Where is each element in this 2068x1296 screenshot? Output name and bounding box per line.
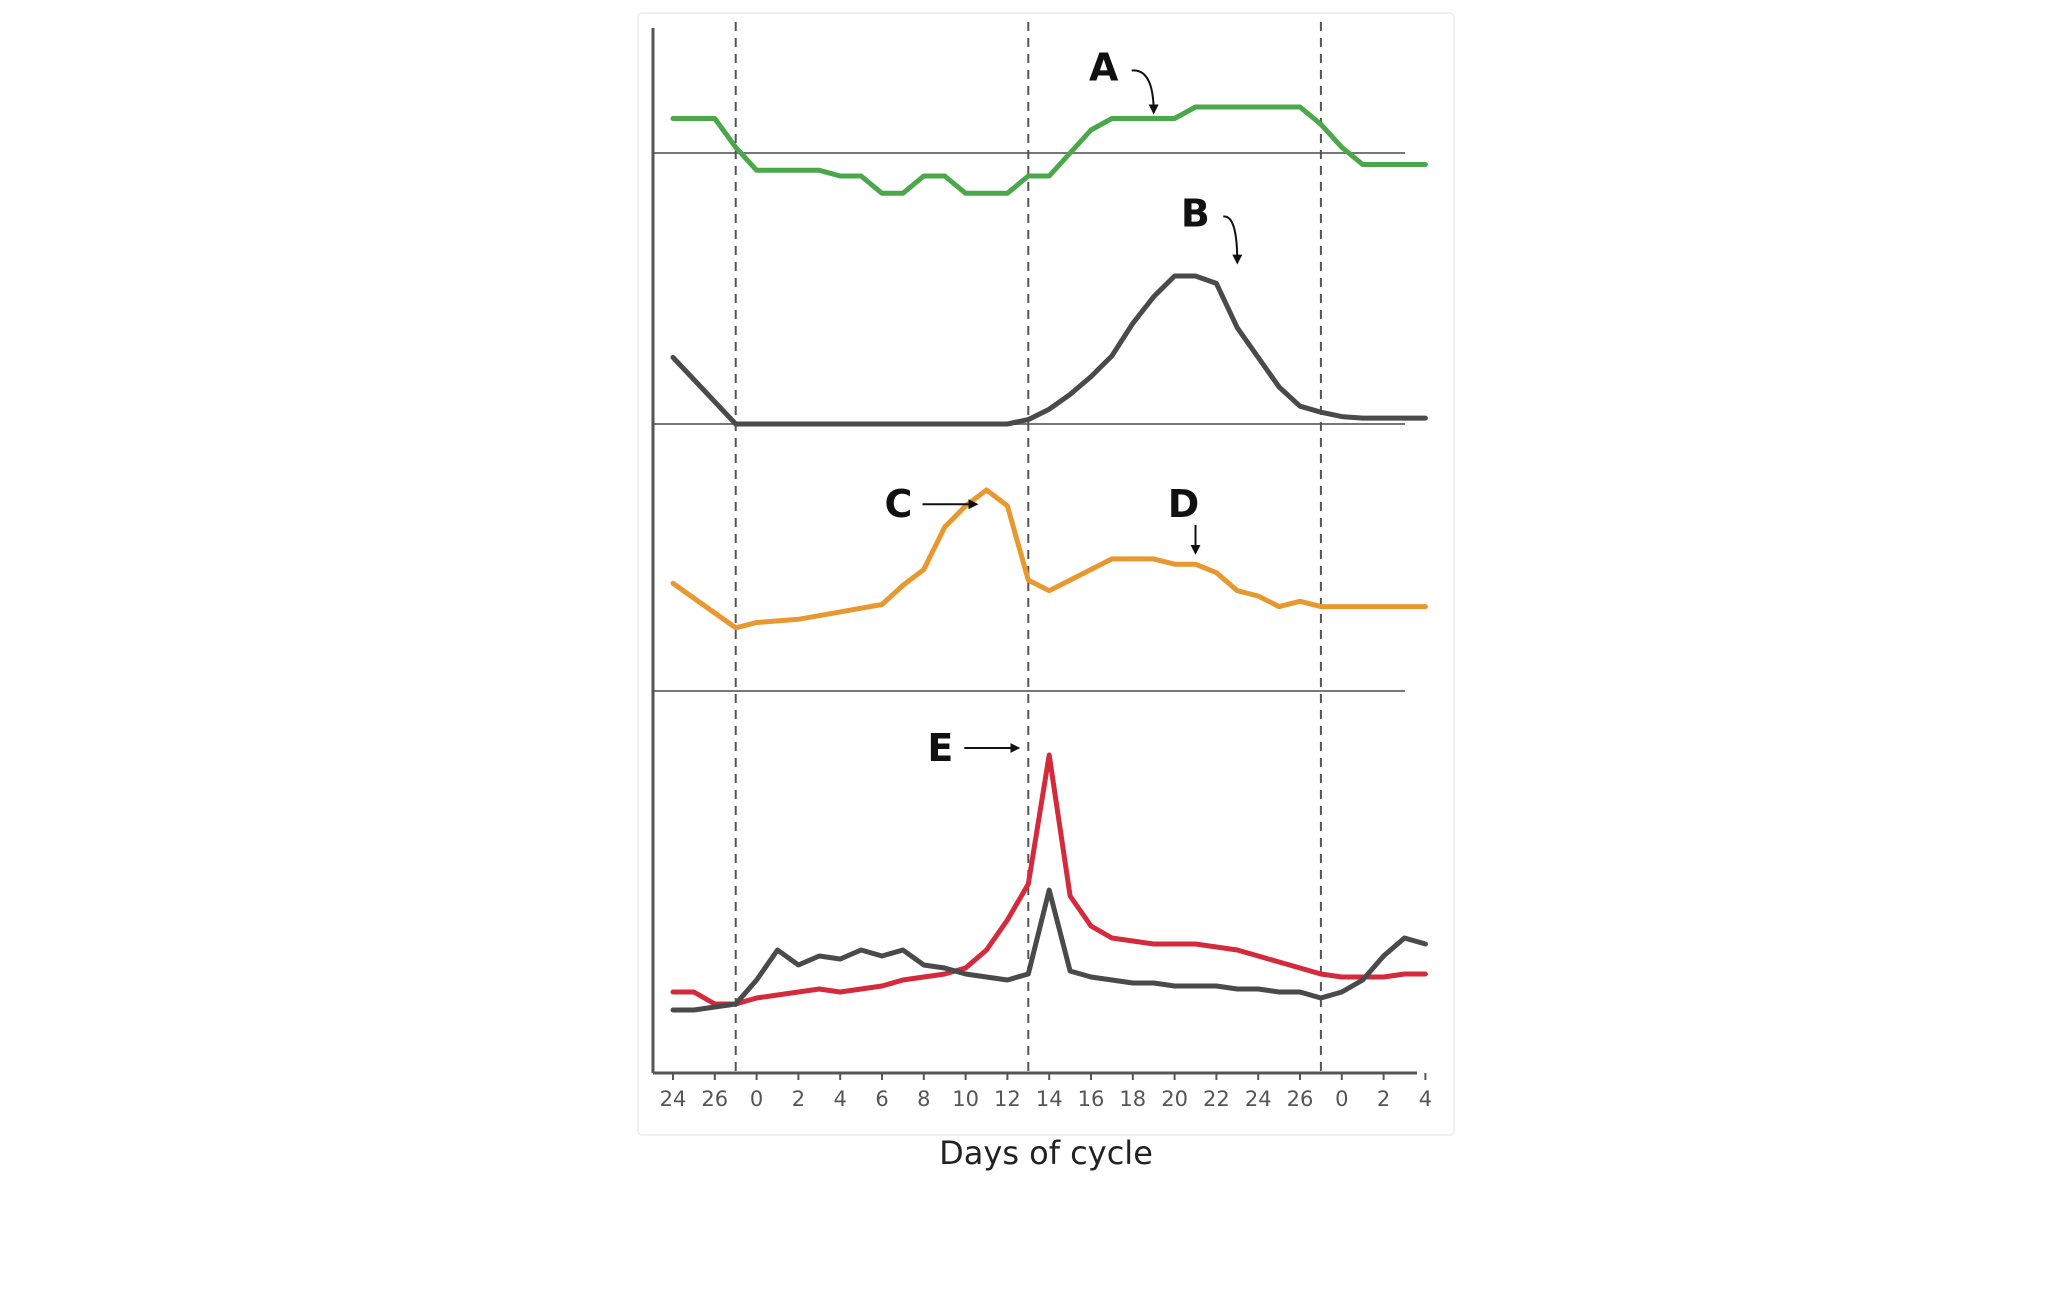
x-tick-label: 10 <box>952 1087 979 1111</box>
axis-layer: 24 26 0 2 4 6 8 10 12 14 16 18 20 22 24 26 0 2 4 <box>651 28 1432 1111</box>
annotation-label-d: D <box>1168 482 1200 526</box>
x-tick-label: 26 <box>701 1087 728 1111</box>
x-axis-label: Days of cycle <box>939 1134 1153 1172</box>
annotation-label-e: E <box>927 726 953 770</box>
x-tick-label: 26 <box>1287 1087 1314 1111</box>
x-tick-label: 4 <box>834 1087 847 1111</box>
x-tick-label: 8 <box>917 1087 930 1111</box>
x-tick-label: 24 <box>1245 1087 1272 1111</box>
x-tick-label: 18 <box>1119 1087 1146 1111</box>
x-tick-label: 12 <box>994 1087 1021 1111</box>
x-tick-label: 2 <box>1377 1087 1390 1111</box>
annotation-label-c: C <box>885 482 913 526</box>
series-line-panel-2-1 <box>670 273 1428 427</box>
x-tick-label: 2 <box>792 1087 805 1111</box>
x-tick-label: 24 <box>660 1087 687 1111</box>
x-tick-label: 0 <box>1335 1087 1348 1111</box>
x-tick-label: 14 <box>1036 1087 1063 1111</box>
x-tick-label: 4 <box>1419 1087 1432 1111</box>
series-layer <box>670 104 1428 1013</box>
annotation-label-b: B <box>1181 192 1210 236</box>
x-tick-label: 6 <box>875 1087 888 1111</box>
chart-frame <box>637 12 1455 1136</box>
x-tick-label: 22 <box>1203 1087 1230 1111</box>
annotation-label-a: A <box>1089 46 1119 90</box>
annotation-layer: A B C D E <box>885 46 1243 770</box>
series-line-panel-1-1 <box>670 104 1428 196</box>
series-line-panel-4-2 <box>670 887 1428 1013</box>
series-line-panel-4-1 <box>670 752 1428 1007</box>
x-tick-label: 16 <box>1078 1087 1105 1111</box>
x-tick-label: 0 <box>750 1087 763 1111</box>
annotation-arrow-b <box>1223 215 1243 265</box>
x-tick-label: 20 <box>1161 1087 1188 1111</box>
series-line-panel-3-1 <box>670 487 1428 631</box>
annotation-arrow-a <box>1131 69 1159 115</box>
